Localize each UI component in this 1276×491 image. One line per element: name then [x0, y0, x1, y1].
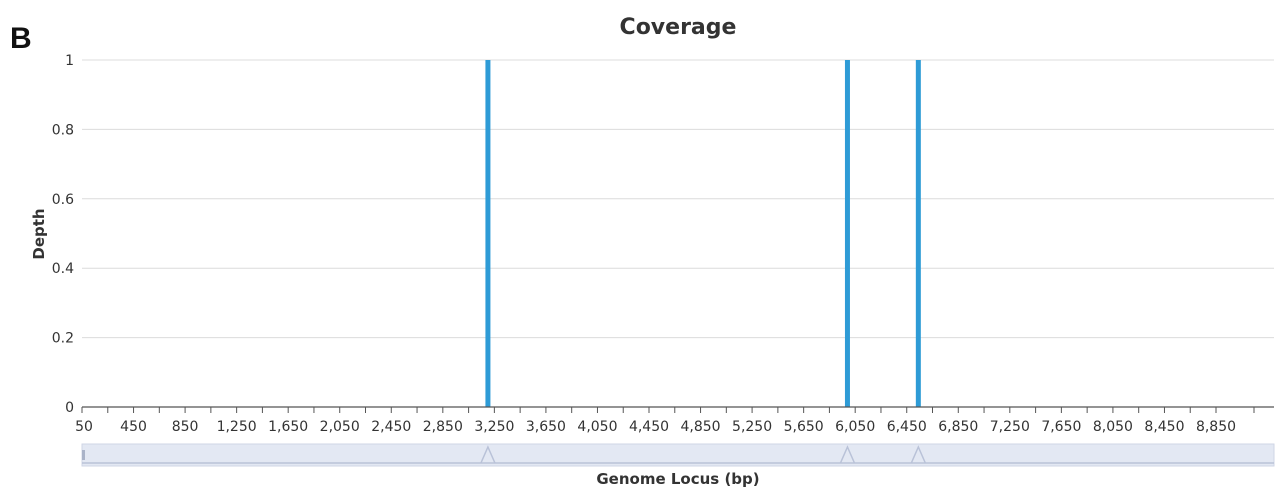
- x-tick-label: 50: [75, 419, 93, 435]
- x-axis-title: Genome Locus (bp): [596, 470, 759, 488]
- x-tick-label: 850: [172, 419, 199, 435]
- x-tick-label: 450: [120, 419, 147, 435]
- x-tick-label: 6,050: [835, 419, 875, 435]
- x-tick-label: 6,850: [938, 419, 978, 435]
- x-tick-label: 2,450: [371, 419, 411, 435]
- x-tick-label: 8,050: [1093, 419, 1133, 435]
- y-tick-label: 1: [65, 53, 74, 69]
- chart-title: Coverage: [620, 15, 737, 40]
- x-tick-label: 7,250: [990, 419, 1030, 435]
- x-tick-label: 4,450: [629, 419, 669, 435]
- x-axis-ticks: 50 450 850 1,250 1,650 2,050 2,450 2,850 3,250 3,…: [75, 407, 1255, 435]
- x-tick-label: 7,650: [1041, 419, 1081, 435]
- x-tick-label: 8,450: [1144, 419, 1184, 435]
- y-tick-label: 0.4: [52, 261, 74, 277]
- x-tick-label: 8,850: [1196, 419, 1236, 435]
- x-tick-label: 5,250: [732, 419, 772, 435]
- coverage-bar: [485, 60, 491, 407]
- y-tick-label: 0.6: [52, 192, 74, 208]
- slider-peak: [480, 445, 496, 464]
- x-tick-label: 1,650: [268, 419, 308, 435]
- bars: [485, 60, 921, 407]
- x-tick-label: 3,650: [526, 419, 566, 435]
- x-tick-label: 5,650: [784, 419, 824, 435]
- range-slider[interactable]: [81, 443, 1275, 467]
- coverage-bar: [844, 60, 850, 407]
- y-tick-label: 0: [65, 400, 74, 416]
- x-tick-label: 4,850: [681, 419, 721, 435]
- y-tick-label: 0.2: [52, 331, 74, 347]
- slider-peak: [910, 445, 927, 464]
- y-axis-title: Depth: [30, 208, 48, 259]
- x-tick-label: 1,250: [217, 419, 257, 435]
- y-tick-label: 0.8: [52, 122, 74, 138]
- slider-handle-left[interactable]: [82, 450, 85, 460]
- x-tick-label: 2,050: [320, 419, 360, 435]
- y-axis-ticks: 0 0.2 0.4 0.6 0.8 1: [52, 53, 74, 416]
- coverage-bar: [915, 60, 921, 407]
- x-tick-label: 6,450: [887, 419, 927, 435]
- slider-peak: [839, 445, 856, 464]
- panel-letter: B: [10, 22, 32, 55]
- x-tick-label: 2,850: [423, 419, 463, 435]
- gridlines: [82, 59, 1274, 339]
- x-tick-label: 3,250: [474, 419, 514, 435]
- x-tick-label: 4,050: [577, 419, 617, 435]
